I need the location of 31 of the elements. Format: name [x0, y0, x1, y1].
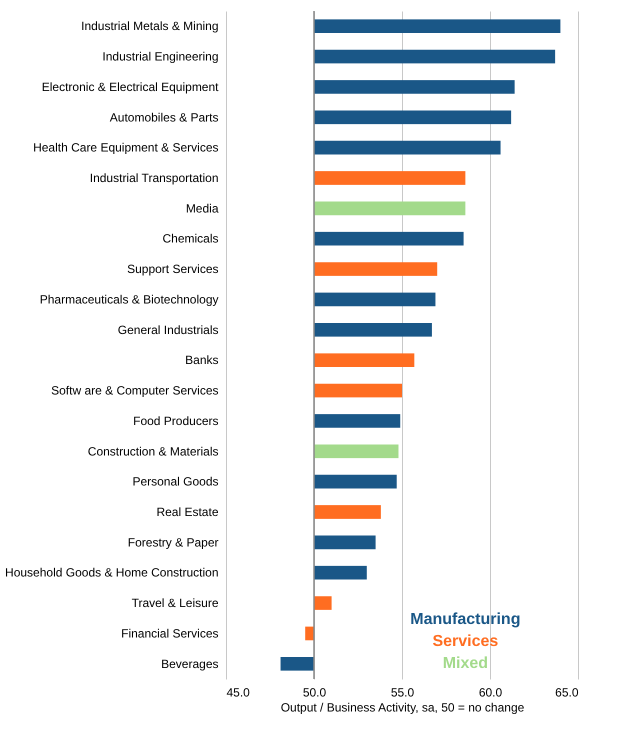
x-tick-label: 60.0	[478, 686, 502, 700]
y-tick-label: Forestry & Paper	[128, 535, 218, 550]
y-tick-label: Softw are & Computer Services	[51, 384, 218, 398]
y-tick-label: Household Goods & Home Construction	[5, 566, 218, 580]
y-tick-label: Banks	[185, 353, 218, 368]
annotation: Mixed	[442, 655, 488, 672]
y-tick-label: Health Care Equipment & Services	[33, 140, 218, 155]
y-tick-label: Personal Goods	[132, 474, 218, 489]
y-tick-label: Pharmaceuticals & Biotechnology	[40, 292, 218, 306]
y-tick-label: Construction & Materials	[88, 444, 218, 458]
y-tick-label: Industrial Metals & Mining	[81, 19, 218, 34]
annotation: Services	[432, 633, 498, 650]
y-tick-label: Industrial Engineering	[102, 50, 218, 64]
x-tick-label: 45.0	[226, 686, 250, 700]
y-tick-label: Automobiles & Parts	[110, 110, 218, 124]
y-tick-label: General Industrials	[118, 322, 218, 337]
annotation: Manufacturing	[410, 611, 520, 628]
x-tick-label: 50.0	[302, 686, 326, 700]
y-tick-label: Chemicals	[162, 232, 218, 246]
y-tick-label: Industrial Transportation	[90, 171, 218, 185]
y-tick-label: Electronic & Electrical Equipment	[42, 80, 220, 94]
y-tick-label: Financial Services	[121, 626, 218, 640]
y-tick-label: Real Estate	[156, 505, 219, 519]
x-axis-title: Output / Business Activity, sa, 50 = no change	[280, 700, 525, 714]
y-tick-label: Travel & Leisure	[132, 596, 219, 610]
y-tick-label: Beverages	[161, 656, 218, 671]
x-tick-label: 65.0	[555, 686, 579, 700]
y-tick-label: Support Services	[127, 262, 218, 276]
x-tick-label: 55.0	[390, 686, 414, 700]
y-tick-label: Media	[186, 201, 219, 216]
y-tick-label: Food Producers	[133, 414, 218, 428]
